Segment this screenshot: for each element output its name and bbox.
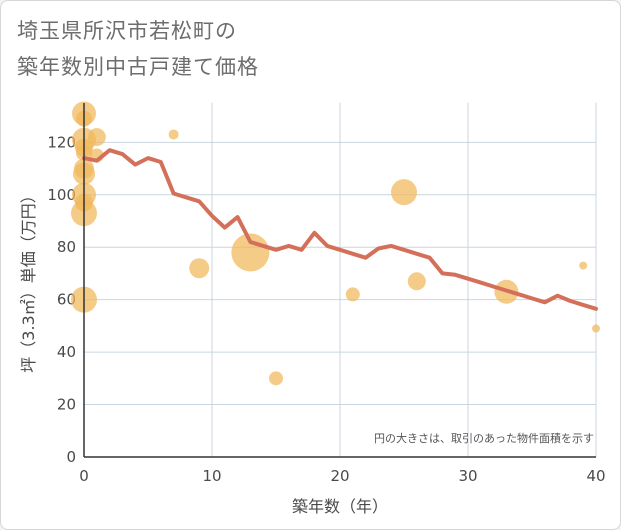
chart-title-line-2: 築年数別中古戸建て価格 xyxy=(17,55,259,79)
bubble-series xyxy=(71,101,600,386)
chart-title-line-1: 埼玉県所沢市若松町の xyxy=(17,19,237,43)
x-tick-label: 0 xyxy=(79,467,89,485)
y-tick-label: 0 xyxy=(66,448,76,466)
y-tick-label: 120 xyxy=(47,133,76,151)
chart-title: 埼玉県所沢市若松町の 築年数別中古戸建て価格 xyxy=(17,13,259,85)
x-tick-label: 20 xyxy=(330,467,349,485)
x-tick-label: 40 xyxy=(586,467,605,485)
axes xyxy=(83,103,596,458)
bubble-point xyxy=(407,272,426,291)
trend-line xyxy=(82,148,598,311)
y-tick-label: 100 xyxy=(47,186,76,204)
x-tick-label: 10 xyxy=(202,467,221,485)
bubble-point xyxy=(592,324,600,333)
y-tick-label: 60 xyxy=(57,291,76,309)
x-tick-label: 30 xyxy=(458,467,477,485)
y-axis-label: 坪（3.3㎡）単価（万円） xyxy=(19,187,38,372)
bubble-size-note: 円の大きさは、取引のあった物件面積を示す xyxy=(374,431,594,445)
bubble-point xyxy=(189,258,210,279)
bubble-point xyxy=(391,179,417,206)
y-tick-label: 40 xyxy=(57,343,76,361)
trend-series xyxy=(82,148,598,311)
bubble-point xyxy=(345,287,360,302)
bubble-point xyxy=(168,129,179,140)
bubble-point xyxy=(269,371,283,386)
grid-lines xyxy=(84,103,597,457)
bubble-point xyxy=(87,128,106,147)
bubble-point xyxy=(579,261,588,270)
y-tick-label: 80 xyxy=(57,238,76,256)
tick-labels: 0 20 40 60 80 100 120 0 10 20 30 40 xyxy=(47,133,605,485)
x-axis-label: 築年数（年） xyxy=(292,497,388,516)
y-tick-label: 20 xyxy=(57,396,76,414)
